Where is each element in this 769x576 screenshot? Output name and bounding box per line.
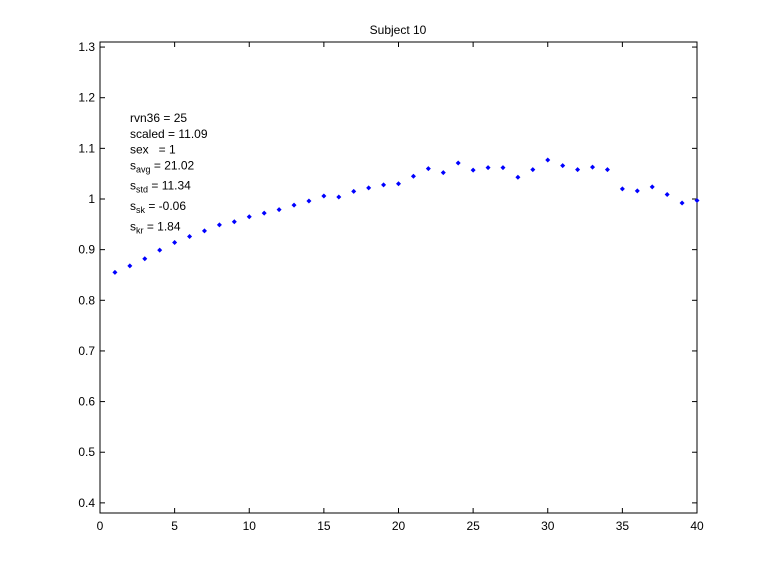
annotation-text: rvn36 = 25 <box>130 111 187 125</box>
data-point <box>515 174 521 180</box>
data-point <box>410 173 416 179</box>
data-point <box>694 198 700 204</box>
annotation-line: ssk = -0.06 <box>130 199 186 215</box>
data-point <box>276 207 282 213</box>
data-point <box>351 188 357 194</box>
plot-frame <box>99 41 698 514</box>
annotation-text: s <box>130 219 136 233</box>
data-point <box>216 222 222 228</box>
annotation-text: scaled = 11.09 <box>130 127 208 141</box>
annotation-line: sex = 1 <box>130 143 176 157</box>
annotation-line: savg = 21.02 <box>130 158 195 174</box>
annotation-line: rvn36 = 25 <box>130 111 187 125</box>
data-point <box>291 202 297 208</box>
annotation-value: = 1.84 <box>144 219 181 233</box>
x-tick-label: 15 <box>317 519 331 533</box>
data-point <box>306 198 312 204</box>
data-point <box>500 165 506 171</box>
y-tick-label: 0.6 <box>78 395 95 409</box>
x-tick-label: 40 <box>690 519 704 533</box>
data-point <box>336 194 342 200</box>
data-point <box>664 191 670 197</box>
y-tick-label: 0.9 <box>78 243 95 257</box>
x-tick-label: 5 <box>171 519 178 533</box>
y-tick-label: 1.2 <box>78 91 95 105</box>
data-point <box>455 160 461 166</box>
data-point <box>560 163 566 169</box>
chart-title: Subject 10 <box>370 23 427 37</box>
data-point <box>634 188 640 194</box>
x-tick-label: 10 <box>243 519 257 533</box>
data-point <box>485 165 491 171</box>
data-point <box>590 164 596 170</box>
annotation-line: scaled = 11.09 <box>130 127 208 141</box>
y-tick-label: 0.5 <box>78 445 95 459</box>
x-tick-label: 0 <box>97 519 104 533</box>
data-point <box>470 167 476 173</box>
data-point <box>396 181 401 187</box>
data-point <box>246 214 252 220</box>
y-tick-label: 1.1 <box>78 141 95 155</box>
data-point <box>530 167 536 173</box>
annotation-line: sstd = 11.34 <box>130 179 191 195</box>
annotation-text: s <box>130 199 136 213</box>
data-point <box>649 184 655 190</box>
data-point <box>604 167 610 173</box>
annotation-text: s <box>130 158 136 172</box>
data-point <box>381 182 387 188</box>
data-point <box>679 200 685 206</box>
data-points <box>112 157 700 275</box>
data-point <box>201 228 207 234</box>
annotation-line: skr = 1.84 <box>130 219 181 235</box>
x-tick-label: 35 <box>616 519 630 533</box>
data-point <box>425 166 431 172</box>
annotation-value: = 21.02 <box>151 158 195 172</box>
annotation-text: s <box>130 179 136 193</box>
data-point <box>187 233 193 239</box>
data-point <box>142 256 148 262</box>
y-tick-label: 0.7 <box>78 344 95 358</box>
data-point <box>321 193 327 199</box>
data-point <box>261 210 267 216</box>
annotation-subscript: avg <box>136 164 151 174</box>
data-point <box>112 269 118 275</box>
tick-group: 0 5 10 15 20 25 30 35 40 0.4 0.5 0.6 0.7 0.8 0.9 1 1.1 1.… <box>78 40 704 533</box>
y-tick-label: 1.3 <box>78 40 95 54</box>
x-tick-label: 20 <box>392 519 406 533</box>
y-tick-label: 0.8 <box>78 293 95 307</box>
x-tick-label: 30 <box>541 519 555 533</box>
data-point <box>440 170 446 176</box>
x-tick-label: 25 <box>466 519 480 533</box>
annotation-subscript: sk <box>136 205 146 215</box>
annotation-subscript: kr <box>136 225 144 235</box>
data-point <box>545 157 551 163</box>
axes <box>99 41 698 514</box>
annotation-value: = 11.34 <box>148 179 191 193</box>
annotation-subscript: std <box>136 185 148 195</box>
y-tick-label: 0.4 <box>78 496 95 510</box>
annotation-value: = -0.06 <box>145 199 186 213</box>
y-tick-label: 1 <box>88 192 95 206</box>
data-point <box>172 240 178 246</box>
data-point <box>127 263 133 269</box>
data-point <box>619 186 625 192</box>
data-point <box>366 185 372 191</box>
data-point <box>575 167 581 173</box>
data-point <box>231 219 237 225</box>
data-point <box>157 247 163 253</box>
annotation-text: sex = 1 <box>130 143 176 157</box>
